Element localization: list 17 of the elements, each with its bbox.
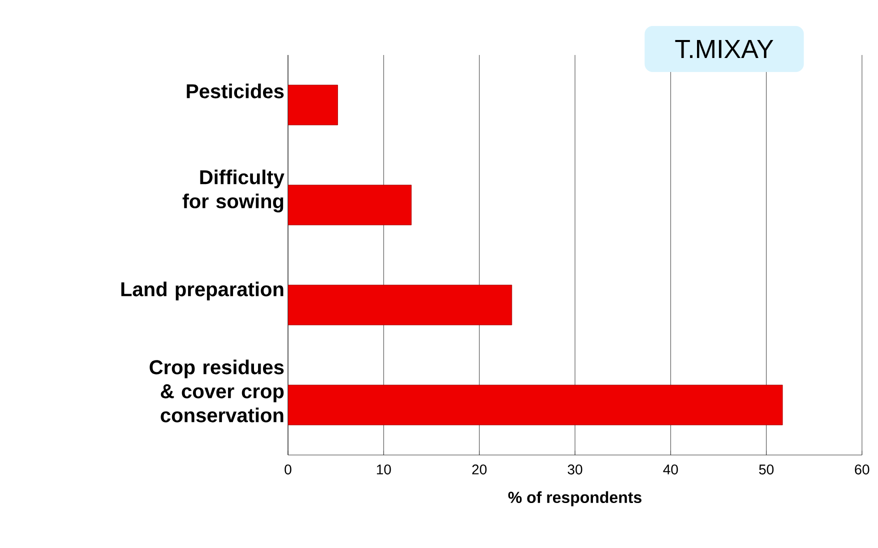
x-tick-label: 60	[854, 464, 870, 474]
bar	[288, 184, 412, 226]
y-tick-label: Pesticides	[186, 84, 284, 98]
x-tick-label: 0	[284, 464, 292, 474]
bar	[288, 284, 512, 326]
x-tick-label: 40	[663, 464, 678, 474]
y-tick-label: Difficulty for sowing	[182, 170, 284, 212]
bar	[288, 84, 338, 126]
x-tick-label: 30	[568, 464, 582, 474]
chart-title: T.MIXAY	[675, 40, 774, 58]
y-tick-label: Crop residues & cover crop conservation	[150, 360, 284, 422]
y-tick-label: Land preparation	[121, 282, 284, 300]
x-tick-label: 10	[376, 464, 391, 474]
x-tick-label: 20	[472, 464, 487, 474]
x-axis-title: % of respondents	[508, 491, 642, 506]
bar	[288, 384, 783, 426]
x-tick-label: 50	[759, 464, 774, 474]
